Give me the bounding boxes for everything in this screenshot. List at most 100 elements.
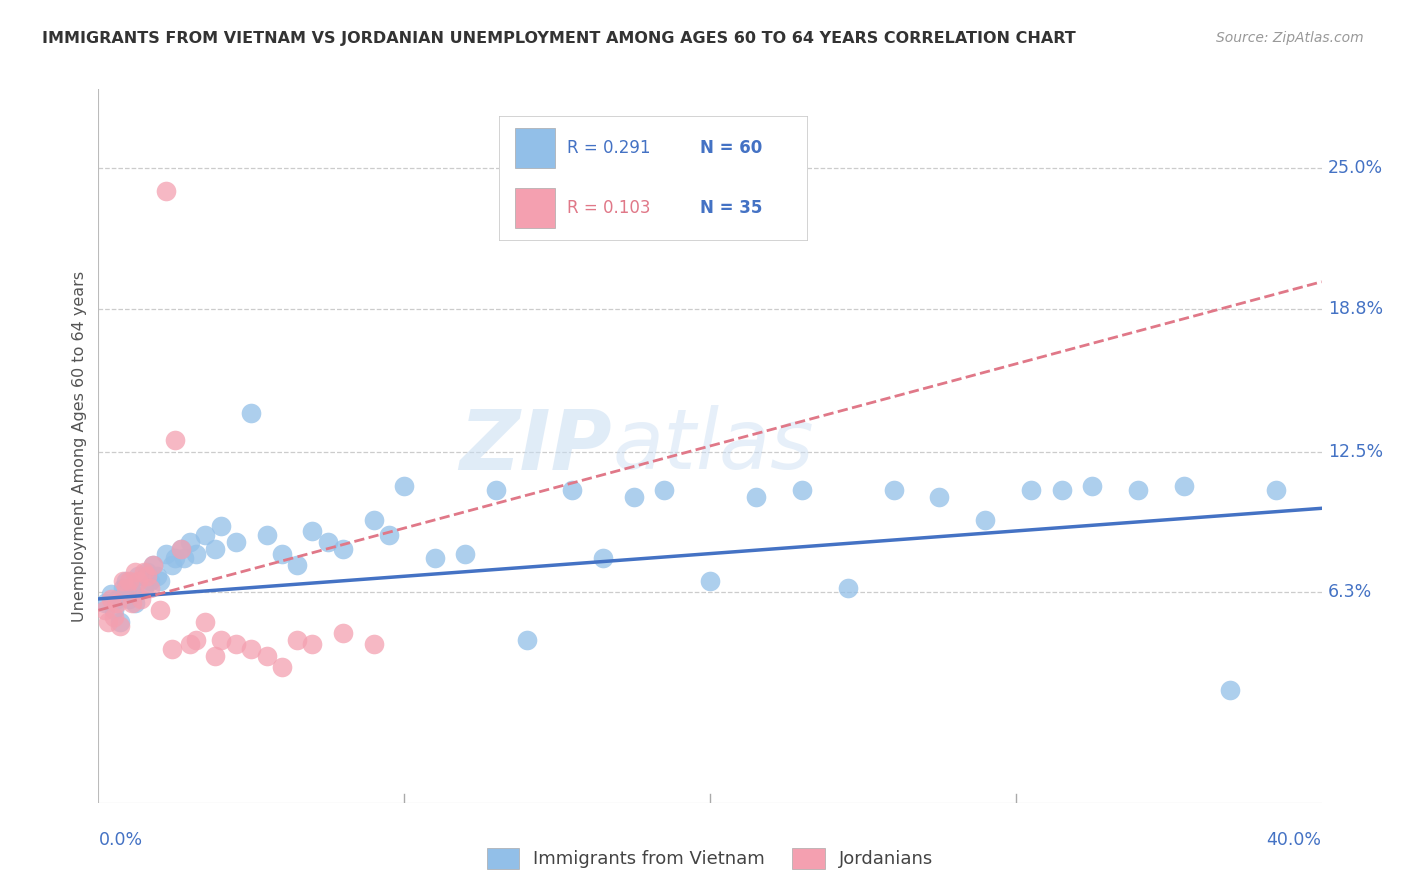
Point xyxy=(173,551,195,566)
Point xyxy=(204,648,226,663)
Point xyxy=(124,565,146,579)
Point xyxy=(163,551,186,566)
Point xyxy=(561,483,583,498)
Text: IMMIGRANTS FROM VIETNAM VS JORDANIAN UNEMPLOYMENT AMONG AGES 60 TO 64 YEARS CORR: IMMIGRANTS FROM VIETNAM VS JORDANIAN UNE… xyxy=(42,31,1076,46)
FancyBboxPatch shape xyxy=(515,128,555,169)
Point xyxy=(149,574,172,588)
Point xyxy=(592,551,614,566)
Point xyxy=(100,587,122,601)
Text: 0.0%: 0.0% xyxy=(98,831,142,849)
Point xyxy=(194,528,217,542)
Point xyxy=(194,615,217,629)
Point xyxy=(699,574,721,588)
Point xyxy=(745,490,768,504)
Point xyxy=(93,603,115,617)
Point xyxy=(454,547,477,561)
Point xyxy=(155,547,177,561)
Point xyxy=(111,581,134,595)
Point xyxy=(124,597,146,611)
Text: 6.3%: 6.3% xyxy=(1327,583,1372,601)
Point xyxy=(127,574,149,588)
Text: N = 60: N = 60 xyxy=(700,139,762,157)
Point xyxy=(423,551,446,566)
Point xyxy=(186,547,208,561)
Point xyxy=(179,535,201,549)
Text: N = 35: N = 35 xyxy=(700,200,762,218)
Point xyxy=(100,591,122,606)
Point xyxy=(170,542,193,557)
Point xyxy=(240,641,263,656)
Text: ZIP: ZIP xyxy=(460,406,612,486)
Point xyxy=(623,490,645,504)
Point xyxy=(145,569,167,583)
Point xyxy=(127,569,149,583)
Point xyxy=(118,591,141,606)
Point xyxy=(204,542,226,557)
Point xyxy=(516,632,538,647)
Point xyxy=(155,184,177,198)
Legend: Immigrants from Vietnam, Jordanians: Immigrants from Vietnam, Jordanians xyxy=(479,840,941,876)
Point xyxy=(652,483,675,498)
Point xyxy=(115,574,138,588)
Point xyxy=(160,558,183,572)
Point xyxy=(332,626,354,640)
Point xyxy=(105,597,128,611)
Text: R = 0.291: R = 0.291 xyxy=(567,139,651,157)
Point xyxy=(1050,483,1073,498)
Text: 18.8%: 18.8% xyxy=(1327,300,1384,318)
Point xyxy=(332,542,354,557)
Point xyxy=(837,581,859,595)
Point xyxy=(240,406,263,420)
Point xyxy=(134,565,156,579)
Point xyxy=(363,637,385,651)
Point xyxy=(316,535,339,549)
Point xyxy=(139,581,162,595)
Point xyxy=(179,637,201,651)
Point xyxy=(392,478,416,492)
Point xyxy=(149,603,172,617)
Point xyxy=(209,519,232,533)
Point xyxy=(1081,478,1104,492)
Point xyxy=(928,490,950,504)
Point xyxy=(136,565,159,579)
Point xyxy=(285,558,308,572)
Point xyxy=(97,615,120,629)
Point xyxy=(1173,478,1195,492)
Point xyxy=(142,558,165,572)
Point xyxy=(256,528,278,542)
Point xyxy=(790,483,813,498)
Point xyxy=(1128,483,1150,498)
Point xyxy=(378,528,401,542)
Point xyxy=(270,660,292,674)
Point xyxy=(118,574,141,588)
Point xyxy=(186,632,208,647)
Point xyxy=(301,524,323,538)
Point xyxy=(1219,682,1241,697)
Point xyxy=(163,434,186,448)
Point xyxy=(136,569,159,583)
Text: Source: ZipAtlas.com: Source: ZipAtlas.com xyxy=(1216,31,1364,45)
Point xyxy=(105,591,128,606)
Point xyxy=(142,558,165,572)
Point xyxy=(225,637,247,651)
Point xyxy=(160,641,183,656)
Point xyxy=(270,547,292,561)
Point xyxy=(225,535,247,549)
Point xyxy=(883,483,905,498)
Point xyxy=(134,581,156,595)
Point xyxy=(108,619,131,633)
Text: R = 0.103: R = 0.103 xyxy=(567,200,651,218)
Text: 40.0%: 40.0% xyxy=(1267,831,1322,849)
FancyBboxPatch shape xyxy=(515,188,555,228)
Point xyxy=(170,542,193,557)
Point xyxy=(121,585,143,599)
Point xyxy=(1019,483,1042,498)
FancyBboxPatch shape xyxy=(499,116,808,241)
Y-axis label: Unemployment Among Ages 60 to 64 years: Unemployment Among Ages 60 to 64 years xyxy=(72,270,87,622)
Point xyxy=(93,597,115,611)
Text: atlas: atlas xyxy=(612,406,814,486)
Point xyxy=(103,603,125,617)
Point xyxy=(363,513,385,527)
Point xyxy=(285,632,308,647)
Point xyxy=(103,610,125,624)
